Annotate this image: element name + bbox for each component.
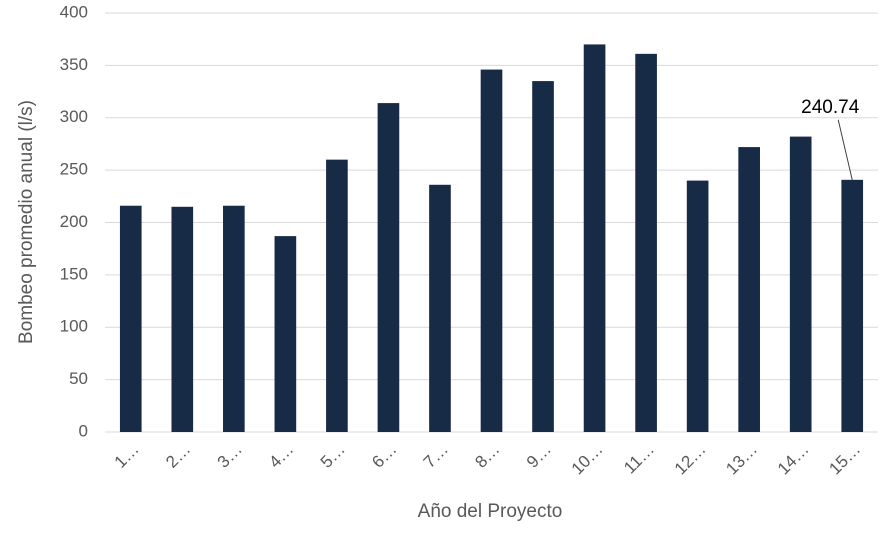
bar [171, 206, 194, 432]
x-axis-title: Año del Proyecto [418, 501, 563, 522]
y-tick-label: 50 [69, 369, 88, 388]
bar [274, 236, 297, 432]
x-tick-label: 15… [825, 440, 864, 479]
y-tick-label: 400 [60, 2, 88, 21]
y-axis-title: Bombeo promedio anual (l/s) [16, 100, 37, 344]
leader-line [837, 119, 853, 180]
bar [532, 81, 554, 433]
bar [583, 44, 606, 433]
x-tick-label: 1… [111, 440, 143, 472]
bar [326, 159, 348, 432]
x-tick-label: 6… [368, 440, 400, 472]
x-tick-label: 2… [162, 440, 194, 472]
bar [789, 136, 812, 433]
x-tick-label: 12… [671, 440, 710, 479]
y-tick-label: 200 [60, 212, 88, 231]
x-tick-label: 11… [620, 440, 658, 478]
y-tick-label: 100 [60, 317, 88, 336]
x-tick-label: 14… [774, 440, 813, 479]
x-tick-label: 13… [722, 440, 761, 479]
x-tick-label: 3… [214, 440, 246, 472]
y-tick-label: 0 [79, 421, 88, 440]
bar [223, 205, 245, 432]
y-tick-label: 150 [60, 264, 88, 283]
bar [119, 205, 142, 432]
x-tick-label: 4… [265, 440, 297, 472]
x-tick-label: 9… [523, 440, 555, 472]
y-tick-label: 250 [60, 160, 88, 179]
x-tick-label: 7… [420, 440, 452, 472]
bar [429, 184, 451, 432]
bar [635, 53, 657, 432]
x-tick-label: 8… [471, 440, 503, 472]
x-tick-label: 5… [317, 440, 349, 472]
bar [738, 147, 760, 432]
bar [377, 103, 400, 433]
x-tick-label: 10… [568, 440, 607, 479]
bar [841, 179, 864, 432]
data-label: 240.74 [801, 97, 860, 118]
bar [480, 69, 503, 432]
bar [686, 180, 709, 432]
y-tick-label: 350 [60, 55, 88, 74]
y-tick-label: 300 [60, 107, 88, 126]
